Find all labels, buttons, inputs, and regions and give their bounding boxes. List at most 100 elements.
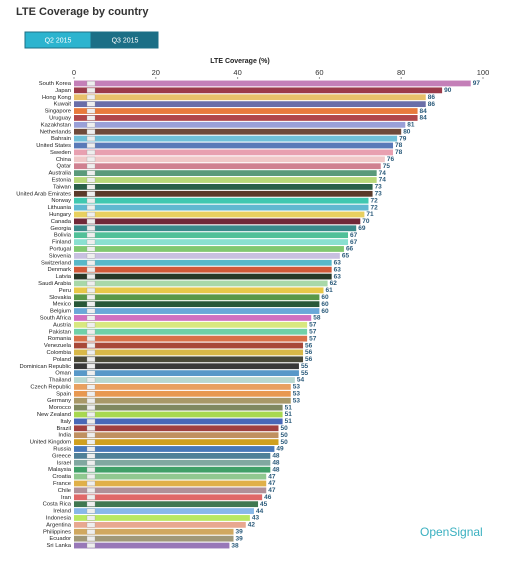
value-label: 72 [370, 197, 378, 204]
category-label: Singapore [45, 109, 71, 115]
bar [74, 404, 283, 411]
flag [86, 205, 96, 211]
category-label: China [56, 157, 72, 163]
category-label: Italy [60, 419, 71, 425]
value-label: 97 [473, 80, 481, 87]
bar [74, 397, 291, 404]
category-label: Malaysia [48, 467, 72, 473]
flag [86, 522, 96, 528]
value-label: 66 [346, 246, 354, 253]
bar [74, 259, 332, 266]
value-label: 90 [444, 87, 452, 94]
bar [74, 156, 385, 163]
flag [86, 391, 96, 397]
category-label: Peru [59, 288, 71, 294]
flag [86, 336, 96, 342]
flag [86, 232, 96, 238]
toggle-button[interactable] [91, 31, 159, 49]
flag [86, 267, 96, 273]
bar [74, 121, 406, 128]
value-label: 47 [268, 480, 276, 487]
flag [86, 487, 96, 493]
bar [74, 94, 426, 101]
flag [86, 253, 96, 259]
flag [86, 184, 96, 190]
category-label: Ireland [53, 509, 71, 515]
flag [86, 377, 96, 383]
category-label: Canada [51, 219, 72, 225]
bar [74, 294, 320, 301]
bar [74, 508, 254, 514]
bar [74, 87, 443, 94]
bar [74, 204, 369, 211]
bar [74, 528, 234, 535]
flag [86, 322, 96, 328]
value-label: 72 [370, 204, 378, 211]
value-label: 43 [252, 515, 260, 522]
flag [86, 246, 96, 252]
value-label: 74 [379, 170, 387, 177]
bar [74, 446, 275, 452]
flag [86, 543, 96, 549]
bar [74, 273, 332, 280]
toggle-button-label[interactable]: Q3 2015 [112, 37, 139, 44]
category-label: Australia [48, 171, 71, 177]
bar [74, 480, 267, 487]
category-label: Switzerland [41, 260, 71, 266]
value-label: 84 [420, 115, 428, 122]
value-label: 55 [301, 370, 309, 377]
value-label: 48 [272, 460, 280, 467]
flag [86, 239, 96, 245]
bar [74, 349, 304, 356]
bar [74, 280, 328, 287]
bar [74, 321, 308, 328]
category-label: Japan [55, 88, 71, 94]
flag [86, 170, 96, 176]
bar [74, 487, 267, 494]
flag [86, 108, 96, 114]
flag [86, 308, 96, 314]
value-label: 47 [268, 487, 276, 494]
flag [86, 349, 96, 355]
category-label: South Korea [39, 81, 72, 87]
value-label: 58 [313, 315, 321, 322]
toggle-button-label[interactable]: Q2 2015 [45, 37, 72, 44]
category-label: Venezuela [44, 343, 72, 349]
flag [86, 418, 96, 424]
flag [86, 136, 96, 142]
x-tick-label: 80 [397, 68, 405, 77]
bar [74, 170, 377, 177]
value-label: 67 [350, 239, 358, 246]
bar [74, 384, 291, 390]
bar [74, 439, 279, 445]
bar [74, 163, 381, 170]
bar [74, 80, 471, 87]
category-label: Czech Republic [30, 384, 71, 390]
bar [74, 515, 250, 521]
bar [74, 356, 304, 363]
flag [86, 156, 96, 162]
x-tick-label: 100 [477, 68, 490, 77]
flag [86, 412, 96, 417]
value-label: 55 [301, 363, 309, 370]
x-tick-label: 40 [233, 68, 241, 77]
toggle-button[interactable] [24, 31, 92, 49]
bar [74, 473, 267, 480]
bar [74, 425, 279, 432]
flag [86, 501, 96, 507]
x-tick-label: 60 [315, 68, 323, 77]
bar [74, 370, 299, 377]
flag [86, 439, 96, 445]
flag [86, 508, 96, 514]
flag [86, 122, 96, 128]
flag [86, 143, 96, 148]
flag [86, 363, 96, 369]
x-tick-label: 0 [72, 68, 76, 77]
flag [86, 212, 96, 217]
value-label: 80 [403, 128, 411, 135]
value-label: 57 [309, 328, 317, 335]
bar [74, 252, 340, 259]
category-label: Thailand [49, 378, 71, 384]
flag [86, 163, 96, 169]
